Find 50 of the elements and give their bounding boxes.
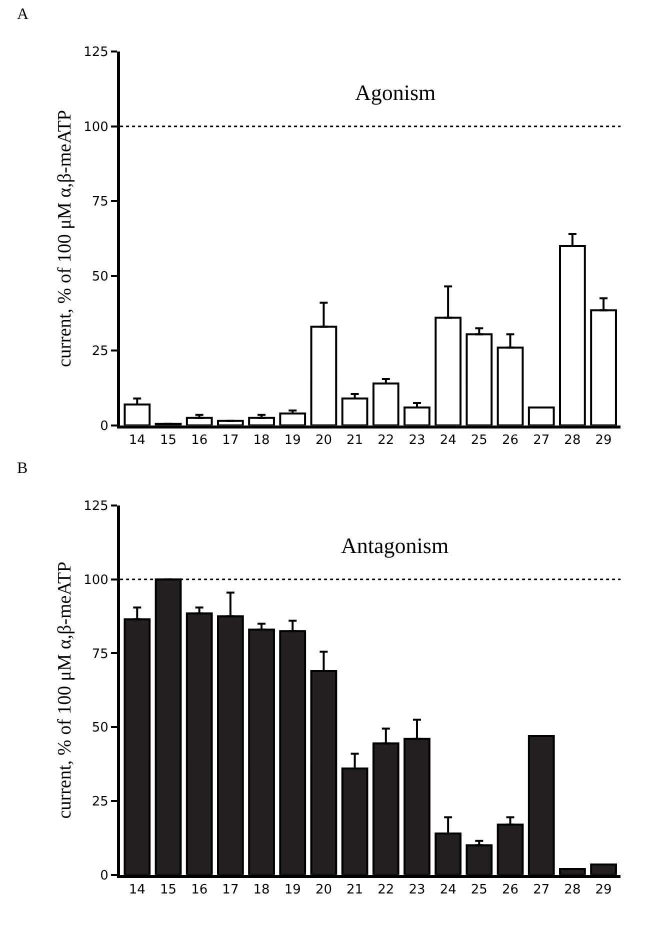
x-tick-label: 27	[533, 882, 550, 898]
x-tick-label: 23	[408, 433, 426, 448]
y-tick-label: 100	[84, 120, 108, 135]
y-tick-label: 25	[92, 794, 108, 810]
x-tick-label: 24	[440, 433, 456, 448]
x-tick-label: 19	[284, 433, 301, 448]
x-tick-label: 14	[128, 882, 146, 898]
x-tick-label: 16	[191, 882, 208, 898]
x-tick-label: 21	[346, 882, 364, 898]
x-tick-label: 21	[346, 433, 364, 448]
x-tick-label: 14	[128, 433, 146, 448]
y-axis-title: current, % of 100 μM α,β-meATP	[54, 562, 76, 819]
x-tick-label: 17	[222, 433, 239, 448]
y-tick-label: 25	[92, 344, 108, 360]
text: B	[17, 460, 28, 477]
y-tick-label: 100	[84, 572, 108, 588]
x-tick-label: 26	[502, 433, 519, 448]
x-tick-label: 25	[470, 882, 488, 898]
y-tick-label: 50	[92, 269, 108, 284]
x-tick-label: 29	[595, 433, 612, 448]
x-tick-label: 16	[191, 433, 208, 448]
x-tick-label: 23	[408, 882, 426, 898]
x-tick-label: 29	[595, 882, 612, 898]
y-axis-title: current, % of 100 μM α,β-meATP	[54, 110, 76, 368]
x-tick-label: 22	[378, 433, 394, 448]
x-tick-label: 18	[253, 433, 270, 448]
x-tick-label: 24	[440, 882, 456, 898]
y-tick-label: 0	[100, 868, 108, 884]
x-tick-label: 19	[284, 882, 301, 898]
x-tick-label: 20	[315, 882, 332, 898]
text: Agonism	[355, 80, 436, 105]
y-tick-label: 125	[84, 45, 108, 60]
x-tick-label: 25	[470, 433, 488, 448]
x-tick-label: 15	[160, 433, 177, 448]
y-tick-label: 50	[92, 720, 108, 736]
x-tick-label: 28	[564, 882, 581, 898]
x-tick-label: 20	[315, 433, 332, 448]
x-tick-label: 17	[222, 882, 239, 898]
y-tick-label: 75	[92, 194, 108, 210]
y-tick-label: 0	[100, 418, 108, 434]
text: A	[17, 6, 29, 23]
x-tick-label: 27	[533, 433, 550, 448]
y-tick-label: 125	[84, 499, 108, 514]
x-tick-label: 22	[378, 882, 394, 898]
x-tick-label: 28	[564, 433, 581, 448]
text: Antagonism	[341, 533, 449, 558]
x-tick-label: 15	[160, 882, 177, 898]
x-tick-label: 18	[253, 882, 270, 898]
y-tick-label: 75	[92, 646, 108, 662]
x-tick-label: 26	[502, 882, 519, 898]
